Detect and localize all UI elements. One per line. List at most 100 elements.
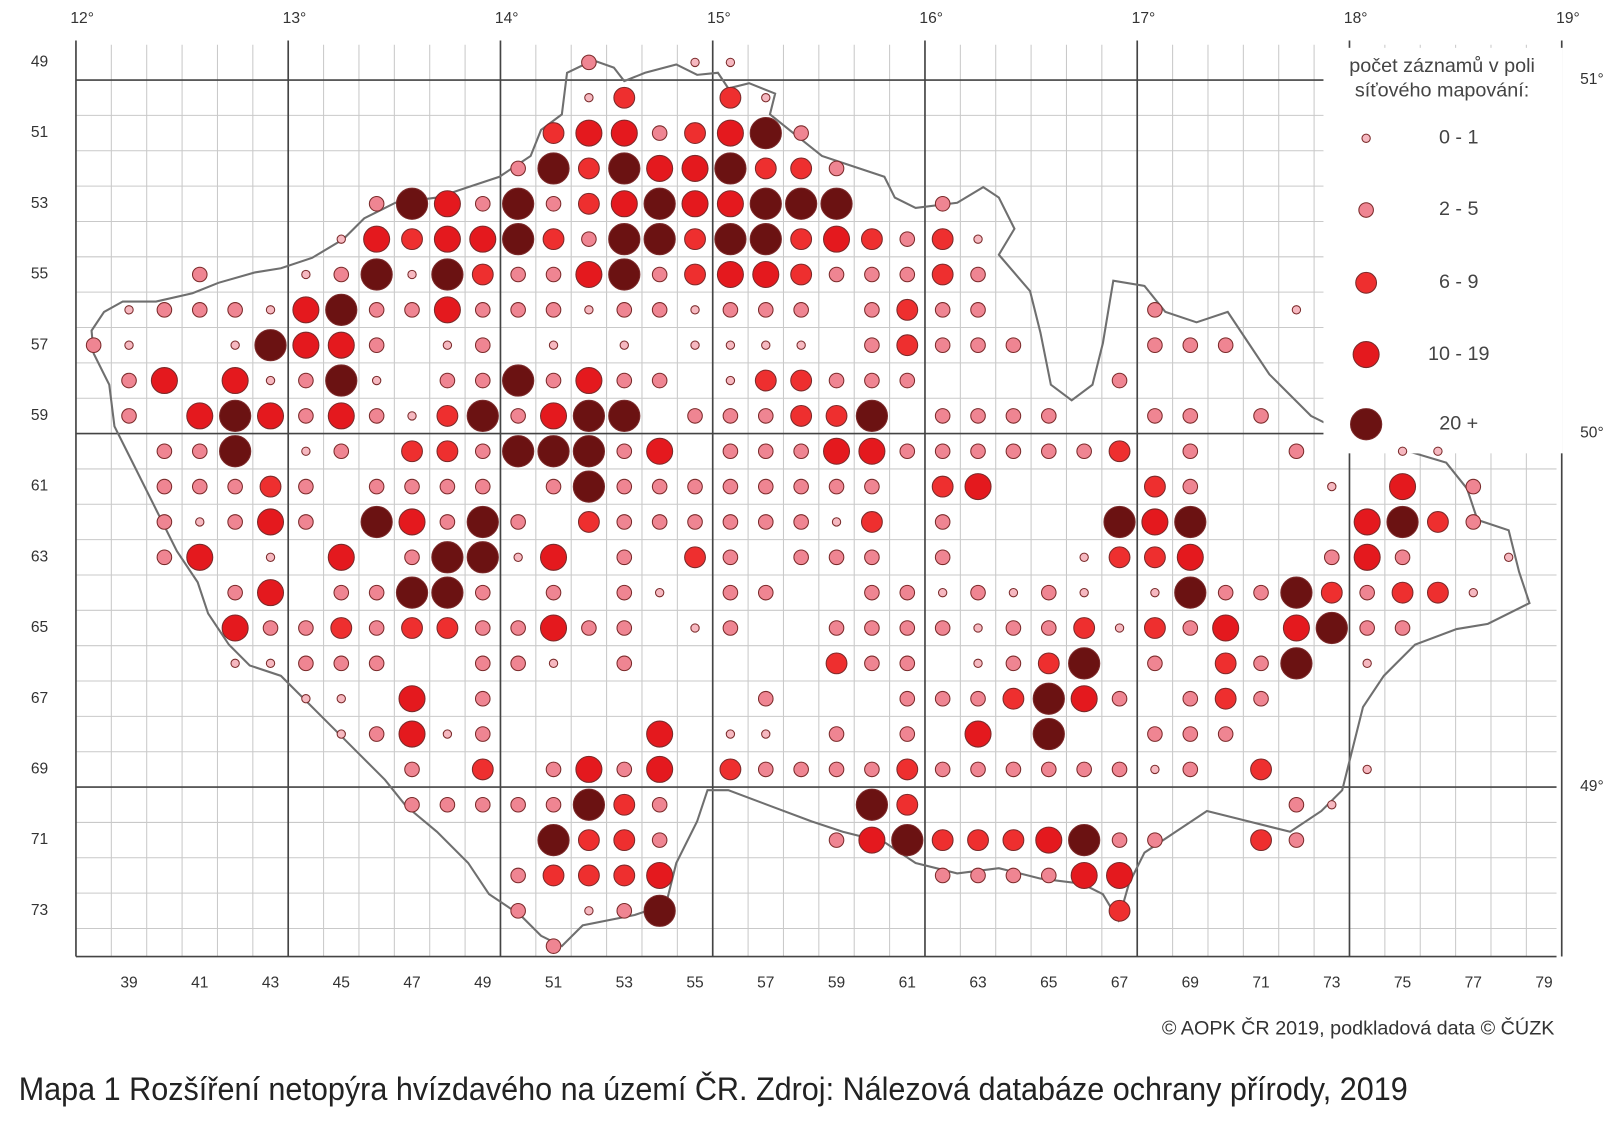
record-dot [401,228,423,251]
legend-dot [1358,202,1374,218]
record-dot [327,331,355,359]
record-dot [970,867,986,884]
col-label: 47 [403,975,420,992]
record-dot [575,367,603,395]
record-dot [545,195,562,212]
record-dot [1032,682,1065,715]
record-dot [608,223,641,256]
record-dot [333,443,350,460]
col-label: 71 [1252,975,1269,992]
record-dot [864,549,880,566]
record-dot [1323,549,1340,566]
record-dot [823,437,851,465]
record-dot [864,655,880,672]
record-dot [230,340,240,350]
record-dot [1040,620,1057,636]
record-dot [616,514,633,530]
lat-label: 50° [1580,425,1604,442]
record-dot [1068,823,1101,857]
record-dot [368,478,385,495]
record-dot [395,187,429,220]
record-dot [934,761,951,778]
record-dot [474,195,491,212]
lon-label: 12° [70,10,94,27]
record-dot [336,729,346,739]
record-dot [761,729,771,739]
record-dot [646,154,674,182]
record-dot [265,552,276,562]
row-label: 73 [31,902,48,919]
record-dot [510,620,526,636]
record-dot [1359,584,1375,601]
record-dot [1250,758,1272,781]
record-dot [121,372,137,389]
record-dot [575,755,603,783]
record-dot [1068,647,1101,680]
record-dot [1362,658,1372,669]
record-dot [371,375,382,386]
record-dot [899,690,916,707]
record-dot [227,584,243,601]
record-dot [616,372,633,389]
record-dot [191,266,208,283]
record-dot [1394,620,1411,636]
lat-label: 49° [1580,778,1604,795]
record-dot [577,864,600,887]
record-dot [899,655,916,672]
record-dot [219,399,252,433]
record-dot [1389,473,1417,501]
record-dot [584,906,594,916]
col-label: 55 [686,975,704,992]
record-dot [513,552,523,562]
record-dot [124,340,134,350]
record-dot [719,86,742,109]
record-dot [301,694,311,704]
col-label: 61 [899,975,916,992]
record-dot [828,832,845,848]
record-dot [1253,408,1269,424]
record-dot [1141,508,1169,536]
record-dot [191,302,208,318]
col-label: 49 [474,975,491,992]
record-dot [298,514,314,530]
record-dot [722,478,739,495]
record-dot [1212,614,1240,642]
record-dot [474,796,491,813]
record-dot [333,266,350,283]
record-dot [540,614,568,642]
record-dot [442,340,453,350]
record-dot [368,726,385,742]
record-dot [761,340,771,350]
record-dot [474,726,491,742]
record-dot [1147,726,1163,742]
record-dot [221,367,249,395]
record-dot [970,408,986,424]
record-dot [643,894,676,927]
record-dot [577,829,600,852]
record-dot [931,829,954,852]
record-dot [793,478,809,495]
record-dot [1217,337,1234,353]
record-dot [793,443,809,460]
record-dot [510,514,526,530]
record-dot [1106,861,1134,889]
row-label: 65 [31,619,49,636]
record-dot [864,266,880,283]
record-dot [584,93,594,103]
record-dot [336,234,346,244]
record-dot [1288,832,1305,848]
col-label: 73 [1323,975,1340,992]
col-label: 51 [545,975,562,992]
record-dot [651,125,668,141]
record-dot [301,269,311,280]
record-dot [124,305,134,315]
record-dot [716,260,744,289]
record-dot [404,549,420,566]
record-dot [646,861,674,889]
record-dot [790,404,813,427]
record-dot [577,157,600,180]
record-dot [1005,655,1022,672]
record-dot [793,125,809,141]
record-dot [542,864,565,887]
record-dot [973,623,983,633]
